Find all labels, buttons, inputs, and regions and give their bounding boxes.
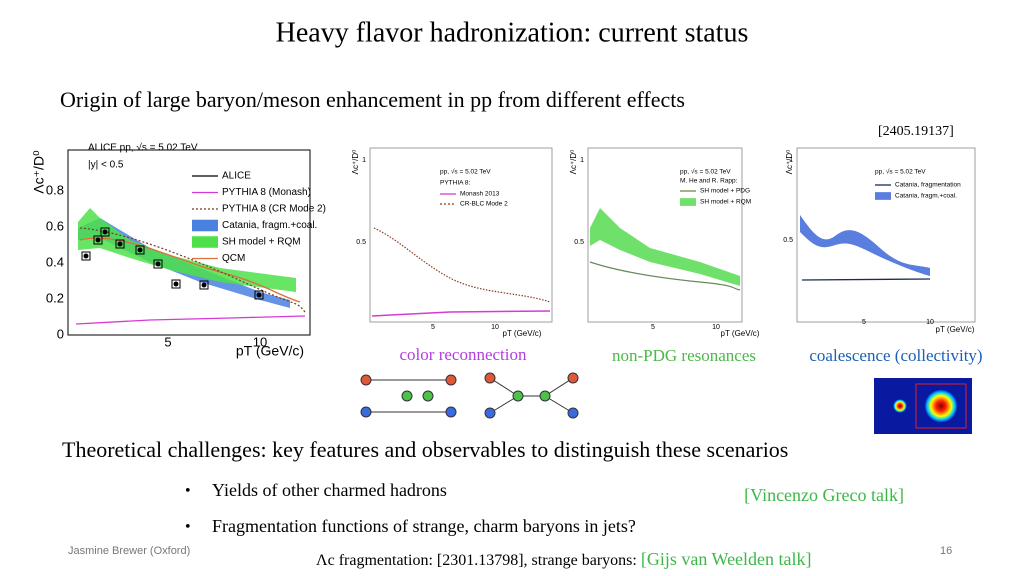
plot-caption: coalescence (collectivity) [809, 346, 982, 365]
plot-header: pp, √s = 5.02 TeV [440, 168, 491, 176]
section-heading: Theoretical challenges: key features and… [62, 437, 788, 462]
y-tick-label: 1 [580, 157, 584, 164]
x-tick-label: 10 [712, 324, 720, 331]
y-tick-label: 0.5 [356, 239, 366, 246]
y-tick-label: 0.8 [46, 182, 64, 197]
x-axis-label: pT (GeV/c) [236, 343, 304, 359]
x-tick-label: 10 [253, 334, 267, 349]
y-axis-label: Λc⁺/D⁰ [351, 150, 360, 175]
reference: [2405.19137] [878, 124, 954, 139]
x-tick-label: 10 [491, 324, 499, 331]
plot-texts: Λc⁺/D⁰ pT (GeV/c) 0 0.2 0.4 0.6 0.8 5 10 ALICE pp… [31, 142, 975, 359]
y-tick-label: 0.6 [46, 218, 64, 233]
subtitle: Origin of large baryon/meson enhancement… [60, 87, 685, 112]
legend-entry: Catania, fragmentation [895, 182, 961, 189]
x-tick-label: 5 [164, 334, 171, 349]
y-tick-label: 0.5 [783, 237, 793, 244]
bullet: Yields of other charmed hadrons [212, 480, 447, 500]
x-tick-label: 5 [431, 324, 435, 331]
bullet-marker: • [185, 519, 191, 536]
y-tick-label: 0.5 [574, 239, 584, 246]
plot-caption: non-PDG resonances [612, 346, 756, 365]
note-link: [Gijs van Weelden talk] [641, 549, 812, 569]
plot-header: pp, √s = 5.02 TeV [680, 168, 731, 176]
x-tick-label: 5 [651, 324, 655, 331]
legend-entry: SH model + RQM [700, 199, 751, 206]
plot-header: ALICE pp, √s = 5.02 TeV [88, 142, 198, 154]
legend-entry: SH model + PDG [700, 188, 750, 195]
heatmap-image [874, 378, 972, 434]
legend-swatch [192, 236, 218, 248]
legend-swatch [192, 219, 218, 232]
y-tick-label: 1 [362, 157, 366, 164]
title: Heavy flavor hadronization: current stat… [276, 17, 749, 48]
footer-author: Jasmine Brewer (Oxford) [68, 545, 190, 557]
legend-entry: ALICE [222, 171, 251, 182]
legend-entry: Catania, fragm.+coal. [895, 193, 957, 200]
talk-reference: [Vincenzo Greco talk] [744, 485, 904, 505]
y-axis-label: Λc⁺/D⁰ [31, 150, 47, 194]
page-number: 16 [940, 545, 952, 557]
y-tick-label: 1 [789, 157, 793, 164]
plot-header: M. He and R. Rapp: [680, 178, 738, 185]
plot-header: |y| < 0.5 [88, 160, 124, 171]
plot-header: PYTHIA 8: [440, 180, 471, 187]
x-axis-label: pT (GeV/c) [721, 329, 760, 338]
plot-graphics [67, 147, 976, 336]
bottom-note: Λc fragmentation: [2301.13798], strange … [316, 549, 812, 569]
y-tick-label: 0 [57, 326, 64, 341]
bullet: Fragmentation functions of strange, char… [212, 516, 636, 536]
y-tick-label: 0.4 [46, 254, 64, 269]
legend-entry: SH model + RQM [222, 237, 301, 248]
plot-caption: color reconnection [400, 345, 527, 364]
legend-entry: Monash 2013 [460, 191, 500, 198]
x-axis-label: pT (GeV/c) [503, 329, 542, 338]
legend-entry: PYTHIA 8 (CR Mode 2) [222, 204, 326, 215]
y-axis-label: Λc⁺/D⁰ [785, 150, 794, 175]
legend-entry: Catania, fragm.+coal. [222, 220, 317, 231]
x-tick-label: 5 [862, 319, 866, 326]
plot-header: pp, √s = 5.02 TeV [875, 168, 926, 176]
y-axis-label: Λc⁺/D⁰ [569, 150, 578, 175]
y-tick-label: 0.2 [46, 290, 64, 305]
x-axis-label: pT (GeV/c) [936, 325, 975, 334]
diagram [360, 372, 579, 419]
legend-entry: CR-BLC Mode 2 [460, 201, 508, 208]
note-text: Λc fragmentation: [2301.13798], strange … [316, 552, 641, 569]
legend-swatch [680, 198, 696, 206]
legend-swatch [875, 192, 891, 200]
bullet-marker: • [185, 483, 191, 500]
x-tick-label: 10 [926, 319, 934, 326]
legend-entry: PYTHIA 8 (Monash) [222, 187, 311, 198]
legend-entry: QCM [222, 253, 245, 264]
